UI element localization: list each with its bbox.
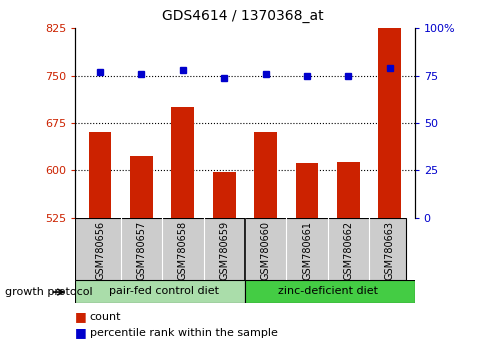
Bar <box>75 280 244 303</box>
Text: count: count <box>90 312 121 322</box>
Text: GSM780659: GSM780659 <box>219 221 229 280</box>
Bar <box>244 280 414 303</box>
Text: GSM780657: GSM780657 <box>136 221 146 280</box>
Text: GSM780661: GSM780661 <box>302 221 311 280</box>
Bar <box>171 107 194 218</box>
Text: ■: ■ <box>75 326 87 339</box>
Text: GSM780663: GSM780663 <box>384 221 394 280</box>
Bar <box>212 172 235 218</box>
Bar <box>89 132 111 218</box>
Bar <box>336 162 359 218</box>
Bar <box>378 25 400 218</box>
Text: percentile rank within the sample: percentile rank within the sample <box>90 328 277 338</box>
Text: GSM780656: GSM780656 <box>95 221 105 280</box>
Text: growth protocol: growth protocol <box>5 287 92 297</box>
Bar <box>295 163 318 218</box>
Text: ■: ■ <box>75 310 87 323</box>
Text: pair-fed control diet: pair-fed control diet <box>109 286 219 296</box>
Bar <box>130 156 152 218</box>
Text: GSM780662: GSM780662 <box>343 221 353 280</box>
Text: GSM780660: GSM780660 <box>260 221 270 280</box>
Bar <box>254 132 276 218</box>
Text: zinc-deficient diet: zinc-deficient diet <box>277 286 377 296</box>
Text: GDS4614 / 1370368_at: GDS4614 / 1370368_at <box>161 9 323 23</box>
Text: GSM780658: GSM780658 <box>178 221 187 280</box>
